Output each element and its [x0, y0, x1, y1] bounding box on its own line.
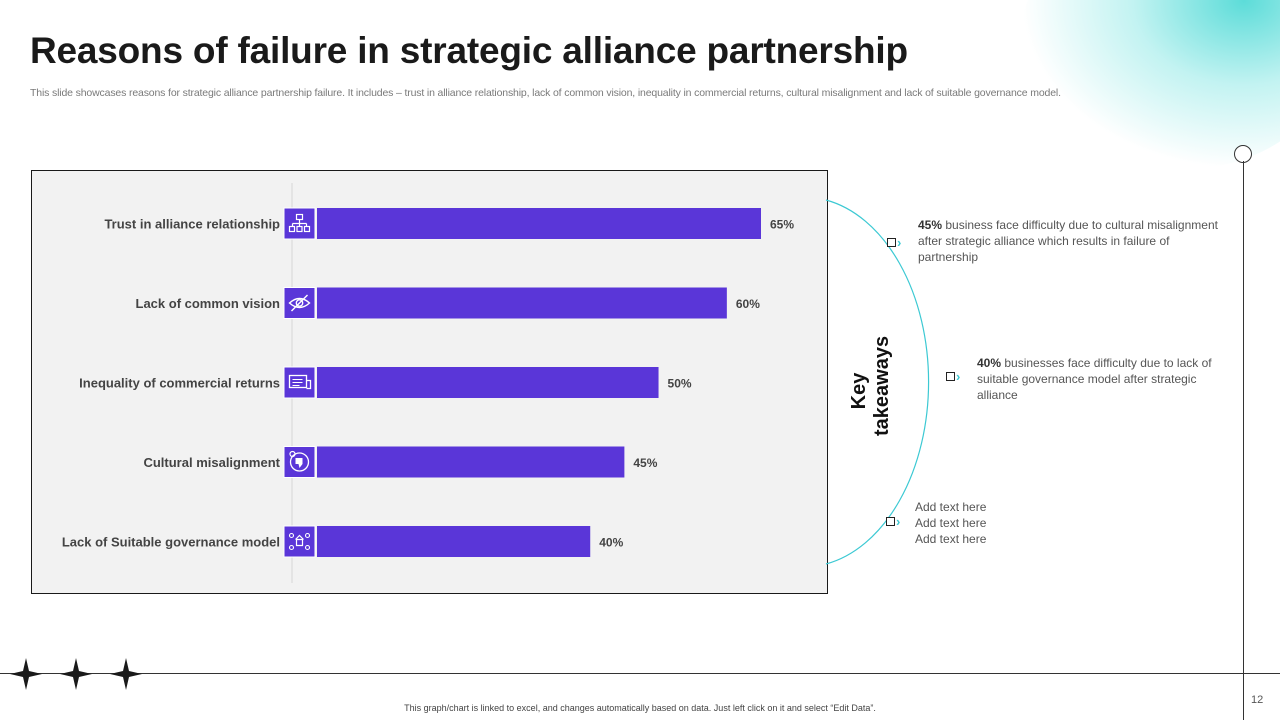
placeholder-text[interactable]: Add text here	[915, 532, 987, 546]
bar[interactable]	[317, 287, 727, 319]
data-label: 50%	[668, 377, 692, 391]
takeaway-marker	[887, 238, 896, 247]
key-takeaways-label: Key takeaways	[848, 335, 893, 436]
takeaway-2-text: businesses face difficulty due to lack o…	[977, 356, 1212, 402]
takeaway-1-value: 45%	[918, 218, 943, 232]
data-label: 65%	[770, 218, 794, 232]
takeaway-marker	[946, 372, 955, 381]
takeaway-item-2: 40% businesses face difficulty due to la…	[977, 355, 1232, 403]
chevron-right-icon: ›	[897, 235, 902, 250]
category-label: Inequality of commercial returns	[79, 376, 280, 391]
governance-icon	[288, 532, 311, 551]
thumbs-down-icon	[289, 450, 310, 472]
category-label: Cultural misalignment	[143, 455, 280, 470]
data-label: 40%	[599, 536, 623, 550]
chevron-right-icon: ›	[896, 514, 901, 529]
placeholder-text[interactable]: Add text here	[915, 516, 987, 530]
page-subtitle: This slide showcases reasons for strateg…	[30, 87, 1061, 99]
footer-divider	[0, 673, 1280, 674]
org-chart-icon	[288, 213, 311, 233]
page-title: Reasons of failure in strategic alliance…	[30, 30, 908, 71]
eye-icon	[288, 294, 311, 312]
placeholder-text[interactable]: Add text here	[915, 500, 987, 514]
takeaway-1-text: business face difficulty due to cultural…	[918, 218, 1218, 264]
takeaway-item-1: 45% business face difficulty due to cult…	[918, 217, 1228, 265]
page-number: 12	[1251, 694, 1264, 706]
bar[interactable]	[317, 208, 761, 239]
category-label: Lack of Suitable governance model	[62, 535, 280, 550]
takeaway-marker	[886, 517, 895, 526]
bar-chart[interactable]: Trust in alliance relationship 65% Lack of…	[32, 171, 827, 593]
thumbs-down-icon-box	[283, 446, 316, 478]
category-label: Trust in alliance relationship	[104, 217, 280, 232]
chevron-right-icon: ›	[956, 369, 961, 384]
sparkle-stars-icon	[10, 658, 142, 690]
data-label: 45%	[633, 456, 657, 470]
data-label: 60%	[736, 297, 760, 311]
bar-chart-frame[interactable]: Trust in alliance relationship 65% Lack of…	[31, 170, 828, 594]
governance-icon-box	[283, 525, 316, 558]
bar[interactable]	[317, 367, 659, 398]
takeaway-item-3[interactable]: Add text here Add text here Add text her…	[915, 499, 1115, 547]
vertical-divider	[1243, 161, 1244, 720]
presentation-icon	[288, 374, 312, 390]
footer-note: This graph/chart is linked to excel, and…	[404, 703, 876, 713]
bar[interactable]	[317, 526, 591, 557]
bar[interactable]	[317, 446, 625, 478]
takeaway-2-value: 40%	[977, 356, 1002, 370]
category-label: Lack of common vision	[136, 296, 281, 311]
